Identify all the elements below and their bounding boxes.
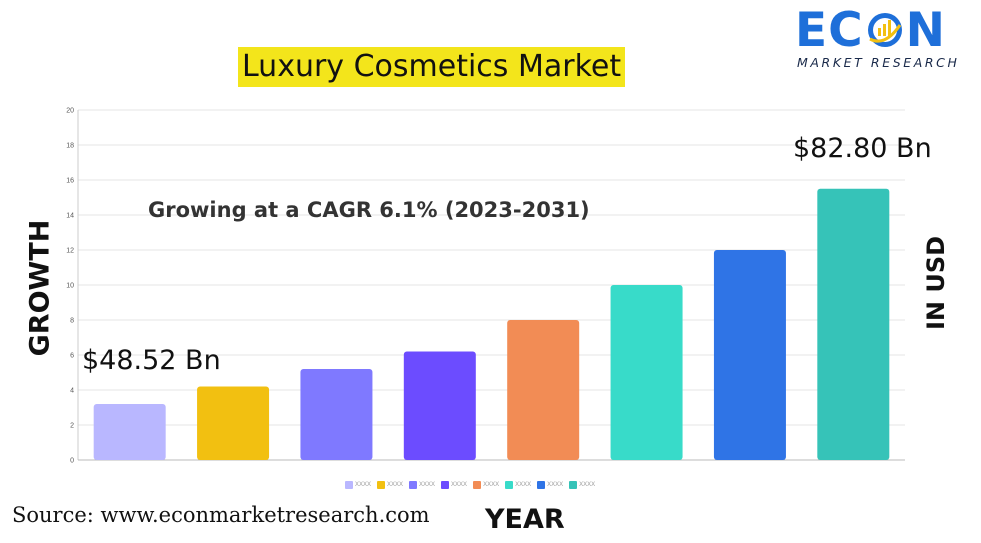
econ-logo: EC N MARKET RESEARCH	[795, 6, 973, 74]
y-tick-label: 0	[70, 458, 74, 465]
legend-swatch	[377, 481, 386, 489]
cagr-annotation: Growing at a CAGR 6.1% (2023-2031)	[148, 198, 590, 222]
right-axis-title: IN USD	[922, 235, 950, 331]
bar	[507, 320, 580, 460]
legend-item: XXXX	[569, 481, 595, 489]
legend-item: XXXX	[441, 481, 467, 489]
legend-label: XXXX	[451, 482, 468, 488]
bar	[713, 250, 786, 460]
legend-label: XXXX	[355, 482, 372, 488]
legend-label: XXXX	[387, 482, 404, 488]
logo-word-right: N	[905, 3, 946, 58]
legend-item: XXXX	[345, 481, 371, 489]
logo-wordmark: EC N	[795, 6, 946, 56]
legend-swatch	[505, 481, 514, 489]
legend-swatch	[441, 481, 450, 489]
y-tick-label: 12	[66, 248, 74, 255]
y-tick-label: 10	[66, 283, 74, 290]
bar	[93, 404, 166, 460]
legend-label: XXXX	[547, 482, 564, 488]
legend-item: XXXX	[473, 481, 499, 489]
y-tick-label: 4	[70, 388, 74, 395]
x-axis-title: YEAR	[485, 504, 565, 535]
legend-item: XXXX	[505, 481, 531, 489]
legend-swatch	[473, 481, 482, 489]
y-tick-label: 8	[70, 318, 74, 325]
bar	[403, 351, 476, 460]
y-tick-label: 2	[70, 423, 74, 430]
logo-globe-icon	[866, 9, 904, 47]
end-value-label: $82.80 Bn	[793, 133, 932, 164]
legend-swatch	[345, 481, 353, 489]
legend-item: XXXX	[409, 481, 435, 489]
y-tick-label: 18	[66, 143, 74, 150]
logo-subtitle: MARKET RESEARCH	[797, 55, 960, 70]
logo-word-left: EC	[795, 3, 864, 58]
y-tick-label: 16	[66, 178, 74, 185]
bar	[300, 369, 373, 460]
legend-label: XXXX	[579, 482, 596, 488]
legend-label: XXXX	[515, 482, 532, 488]
y-tick-label: 20	[66, 108, 74, 115]
chart-legend: XXXX XXXX XXXX XXXX XXXX XXXX XXXX XXXX	[345, 479, 595, 491]
bar	[817, 188, 890, 460]
legend-item: XXXX	[537, 481, 563, 489]
bar	[197, 386, 270, 460]
y-axis-title: GROWTH	[24, 219, 56, 357]
y-tick-label: 14	[66, 213, 74, 220]
y-tick-label: 6	[70, 353, 74, 360]
legend-label: XXXX	[483, 482, 500, 488]
source-text: Source: www.econmarketresearch.com	[12, 503, 430, 527]
legend-item: XXXX	[377, 481, 403, 489]
legend-label: XXXX	[419, 482, 436, 488]
legend-swatch	[409, 481, 418, 489]
legend-swatch	[569, 481, 578, 489]
start-value-label: $48.52 Bn	[82, 345, 221, 376]
legend-swatch	[537, 481, 546, 489]
chart-title: Luxury Cosmetics Market	[238, 47, 626, 87]
bar	[610, 285, 683, 460]
